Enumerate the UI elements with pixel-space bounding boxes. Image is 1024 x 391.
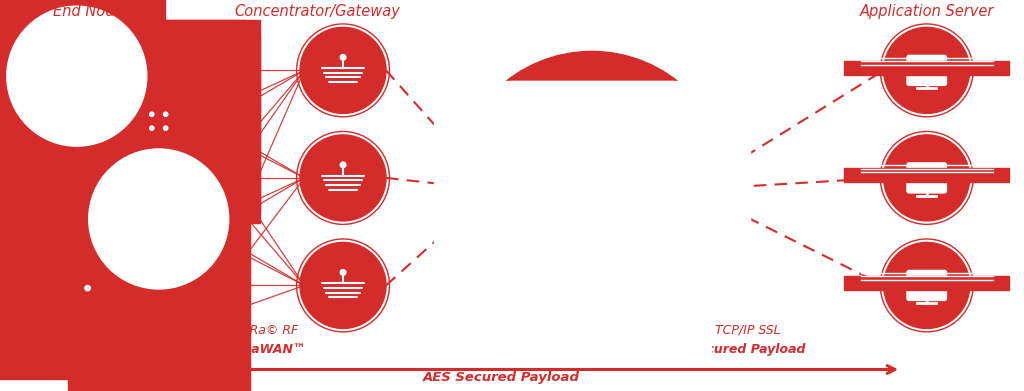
FancyBboxPatch shape [0,0,158,163]
Circle shape [884,135,970,221]
FancyBboxPatch shape [160,122,172,135]
Circle shape [562,184,622,244]
FancyBboxPatch shape [63,300,90,310]
FancyBboxPatch shape [522,170,584,231]
Circle shape [300,27,386,113]
FancyBboxPatch shape [57,34,247,223]
Circle shape [340,269,346,275]
FancyBboxPatch shape [907,163,946,193]
FancyBboxPatch shape [907,56,946,85]
FancyBboxPatch shape [58,279,95,298]
Circle shape [300,242,386,328]
Text: LoRa© RF: LoRa© RF [234,324,298,337]
Circle shape [581,181,629,229]
Circle shape [89,149,228,289]
Circle shape [28,129,126,227]
Text: LoRaWAN™: LoRaWAN™ [487,343,567,357]
FancyBboxPatch shape [63,53,90,68]
FancyBboxPatch shape [63,84,90,95]
Text: LoRaWAN™: LoRaWAN™ [226,343,306,357]
Circle shape [150,112,154,117]
FancyBboxPatch shape [907,271,946,300]
FancyBboxPatch shape [600,170,662,231]
FancyBboxPatch shape [845,168,1009,183]
FancyBboxPatch shape [68,89,250,391]
FancyBboxPatch shape [71,20,260,209]
FancyBboxPatch shape [71,34,260,223]
FancyBboxPatch shape [145,122,158,135]
Text: Secured Payload: Secured Payload [689,343,806,357]
Text: Concentrator/Gateway: Concentrator/Gateway [234,4,400,19]
FancyBboxPatch shape [472,116,712,355]
FancyBboxPatch shape [433,81,673,320]
Circle shape [28,236,126,335]
Text: TCP/IP SSL: TCP/IP SSL [715,324,780,337]
Circle shape [7,6,146,146]
Circle shape [120,285,198,364]
Circle shape [164,112,168,117]
FancyBboxPatch shape [561,204,623,266]
Circle shape [300,135,386,221]
Text: End Nodes: End Nodes [53,4,131,19]
Circle shape [164,126,168,130]
Circle shape [559,154,625,219]
FancyBboxPatch shape [63,268,90,283]
Text: AES Secured Payload: AES Secured Payload [423,371,581,384]
FancyBboxPatch shape [144,219,173,242]
FancyBboxPatch shape [845,61,1009,75]
FancyBboxPatch shape [511,81,751,320]
Text: Network Server: Network Server [524,110,659,125]
Circle shape [28,21,126,120]
FancyBboxPatch shape [160,108,172,120]
FancyBboxPatch shape [0,197,158,378]
Circle shape [454,51,730,328]
FancyBboxPatch shape [58,64,95,83]
Circle shape [155,226,163,234]
Circle shape [555,181,603,229]
FancyBboxPatch shape [147,308,170,341]
Text: TCP/IP SSL: TCP/IP SSL [495,324,560,337]
Circle shape [884,242,970,328]
FancyBboxPatch shape [145,108,158,120]
Circle shape [340,162,346,168]
Circle shape [884,27,970,113]
FancyBboxPatch shape [845,276,1009,290]
Circle shape [340,54,346,60]
FancyBboxPatch shape [0,0,165,310]
Circle shape [85,285,90,291]
Text: Application Server: Application Server [859,4,994,19]
FancyBboxPatch shape [63,158,90,198]
Circle shape [85,70,90,76]
Circle shape [150,126,154,130]
FancyBboxPatch shape [57,20,247,209]
Circle shape [120,190,198,268]
Circle shape [531,173,587,228]
Circle shape [597,173,652,228]
FancyBboxPatch shape [157,230,161,236]
Circle shape [120,82,198,160]
